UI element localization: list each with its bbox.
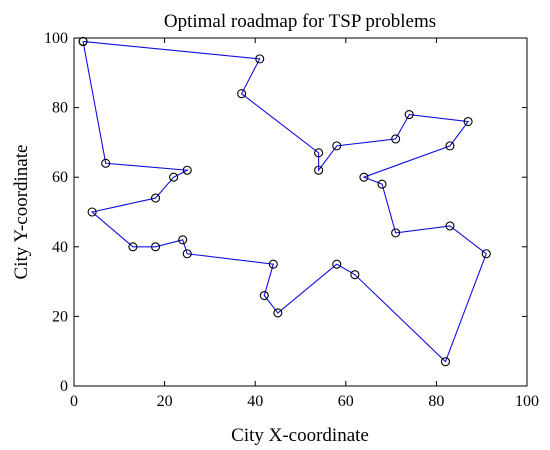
- y-axis-label: City Y-coordinate: [11, 145, 32, 280]
- city-markers: [78, 36, 491, 367]
- plot-frame: [73, 37, 528, 387]
- y-tick-label: 100: [44, 30, 68, 47]
- city-point: [169, 172, 179, 182]
- route-line: [82, 40, 487, 363]
- city-point: [182, 249, 192, 259]
- city-point: [377, 179, 387, 189]
- city-point: [273, 308, 283, 318]
- city-point: [87, 207, 97, 217]
- city-point: [182, 165, 192, 175]
- plot-area: 0 20 40 60 80 100 0 20 40 60 80 100: [44, 30, 539, 410]
- city-point: [78, 36, 88, 47]
- y-axis-ticks: 0 20 40 60 80 100: [44, 30, 527, 395]
- city-point: [350, 270, 360, 280]
- x-tick-label: 100: [515, 393, 539, 410]
- city-point: [391, 228, 401, 238]
- x-axis-label: City X-coordinate: [231, 425, 369, 446]
- x-axis-ticks: 0 20 40 60 80 100: [70, 38, 539, 410]
- y-tick-label: 60: [52, 169, 68, 186]
- city-point: [101, 158, 111, 168]
- city-point: [404, 110, 414, 120]
- x-tick-label: 20: [157, 393, 173, 410]
- city-point: [445, 141, 455, 151]
- city-point: [255, 54, 265, 64]
- city-point: [440, 357, 451, 367]
- city-point: [314, 148, 324, 158]
- x-tick-label: 40: [247, 393, 263, 410]
- city-point: [332, 141, 342, 151]
- city-point: [332, 259, 342, 269]
- city-point: [268, 259, 278, 269]
- y-tick-label: 80: [52, 100, 68, 117]
- city-point: [359, 172, 369, 182]
- city-point: [314, 165, 324, 175]
- city-point: [150, 242, 161, 252]
- city-point: [150, 193, 161, 203]
- city-point: [128, 242, 138, 252]
- y-tick-label: 20: [52, 308, 68, 325]
- x-tick-label: 0: [70, 393, 78, 410]
- x-tick-label: 80: [428, 393, 444, 410]
- chart-title: Optimal roadmap for TSP problems: [164, 11, 436, 32]
- city-point: [237, 89, 247, 99]
- city-point: [259, 290, 269, 301]
- y-tick-label: 0: [60, 378, 68, 395]
- x-tick-label: 60: [338, 393, 354, 410]
- city-point: [445, 221, 455, 231]
- city-point: [178, 235, 188, 245]
- city-point: [463, 116, 473, 127]
- city-point: [481, 249, 491, 259]
- y-tick-label: 40: [52, 239, 68, 256]
- city-point: [391, 134, 401, 144]
